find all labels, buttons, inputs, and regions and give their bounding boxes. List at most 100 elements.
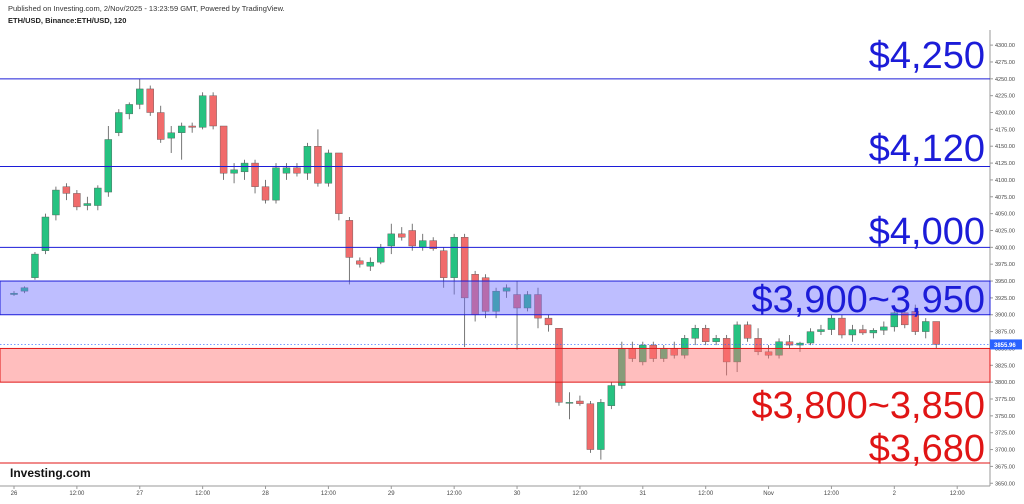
level-label: $4,250: [869, 35, 985, 77]
x-tick-label: 27: [136, 491, 143, 497]
y-tick-label: 4300.00: [995, 43, 1015, 49]
y-tick-label: 4075.00: [995, 195, 1015, 201]
x-tick-label: 12:00: [321, 491, 337, 497]
level-label: $4,000: [869, 211, 985, 253]
x-tick-label: 12:00: [572, 491, 588, 497]
candle-body: [282, 167, 291, 174]
candle-body: [880, 326, 888, 331]
candle-body: [502, 287, 511, 292]
candle-body: [177, 125, 186, 133]
candle-body: [513, 294, 521, 309]
candle-body: [806, 331, 815, 344]
candle-body: [398, 233, 406, 238]
y-tick-label: 4275.00: [995, 60, 1015, 66]
x-tick-label: 12:00: [195, 491, 211, 497]
x-tick-label: 12:00: [950, 491, 966, 497]
candle-body: [733, 324, 741, 363]
candle-body: [115, 112, 123, 133]
x-tick-label: 12:00: [698, 491, 714, 497]
y-tick-label: 4000.00: [995, 245, 1015, 251]
y-tick-label: 3800.00: [995, 380, 1015, 386]
candle-body: [41, 216, 50, 251]
candle-body: [743, 324, 752, 339]
level-label: $4,120: [869, 128, 985, 170]
candle-body: [429, 240, 437, 249]
candle-body: [157, 112, 165, 140]
y-tick-label: 3725.00: [995, 431, 1015, 437]
x-tick-label: 2: [893, 491, 897, 497]
candle-body: [419, 240, 427, 248]
candle-body: [681, 338, 689, 356]
candle-body: [450, 237, 458, 278]
y-tick-label: 4100.00: [995, 178, 1015, 184]
publisher: Published on Investing.com, 2/Nov/2025 -…: [8, 4, 285, 13]
candle-body: [83, 203, 92, 206]
candle-body: [890, 312, 899, 328]
zone: [0, 347, 991, 383]
candle-body: [240, 162, 249, 173]
candle-body: [859, 329, 867, 334]
candle-body: [523, 294, 532, 309]
candle-body: [597, 402, 605, 450]
y-tick-label: 3850.00: [995, 346, 1015, 352]
x-tick-label: 30: [514, 491, 521, 497]
y-tick-label: 3925.00: [995, 296, 1015, 302]
candle-body: [324, 152, 333, 184]
candle-body: [649, 344, 657, 359]
candle-body: [754, 338, 762, 353]
candle-body: [932, 321, 940, 345]
zone: [0, 280, 991, 316]
zone-label: $3,800~3,850: [751, 385, 985, 427]
candle-body: [817, 329, 825, 332]
candle-body: [251, 162, 259, 187]
candle-body: [492, 290, 500, 312]
candle-body: [460, 237, 469, 299]
candle-body: [722, 338, 731, 363]
candle-body: [764, 351, 773, 356]
candle-body: [209, 95, 217, 127]
x-tick-label: 12:00: [69, 491, 85, 497]
candle-body: [198, 95, 207, 128]
candle-body: [848, 329, 857, 336]
x-tick-label: 28: [262, 491, 269, 497]
candle-body: [607, 385, 616, 406]
candle-body: [869, 330, 878, 334]
candle-body: [272, 167, 280, 201]
candle-body: [52, 189, 60, 216]
y-tick-label: 4125.00: [995, 161, 1015, 167]
zone-label: $3,900~3,950: [751, 279, 985, 321]
y-tick-label: 3675.00: [995, 464, 1015, 470]
candle-body: [586, 403, 595, 450]
y-tick-label: 4150.00: [995, 144, 1015, 150]
candle-body: [94, 187, 102, 206]
candle-body: [796, 342, 804, 346]
y-tick-label: 3700.00: [995, 448, 1015, 454]
candle-body: [335, 152, 343, 214]
y-tick-label: 3775.00: [995, 397, 1015, 403]
logo: Investing.com: [10, 466, 91, 480]
candle-body: [31, 253, 39, 278]
candle-body: [20, 287, 29, 292]
x-tick-label: 12:00: [447, 491, 463, 497]
candle-body: [62, 186, 71, 194]
candle-body: [701, 328, 710, 342]
candle-body: [439, 250, 448, 278]
last-price-label: 3855.96: [994, 343, 1016, 349]
candle-body: [314, 146, 322, 184]
y-tick-label: 4225.00: [995, 94, 1015, 100]
candle-body: [639, 344, 647, 363]
y-tick-label: 4175.00: [995, 127, 1015, 133]
candle-body: [345, 220, 354, 258]
candle-body: [901, 312, 909, 326]
candle-body: [544, 317, 553, 326]
candle-body: [188, 125, 196, 128]
y-tick-label: 4200.00: [995, 111, 1015, 117]
candle-body: [785, 341, 794, 346]
candle-body: [219, 125, 228, 174]
candle-body: [146, 88, 154, 113]
candle-body: [167, 132, 175, 139]
candle-body: [534, 294, 542, 319]
candle-body: [136, 88, 144, 105]
